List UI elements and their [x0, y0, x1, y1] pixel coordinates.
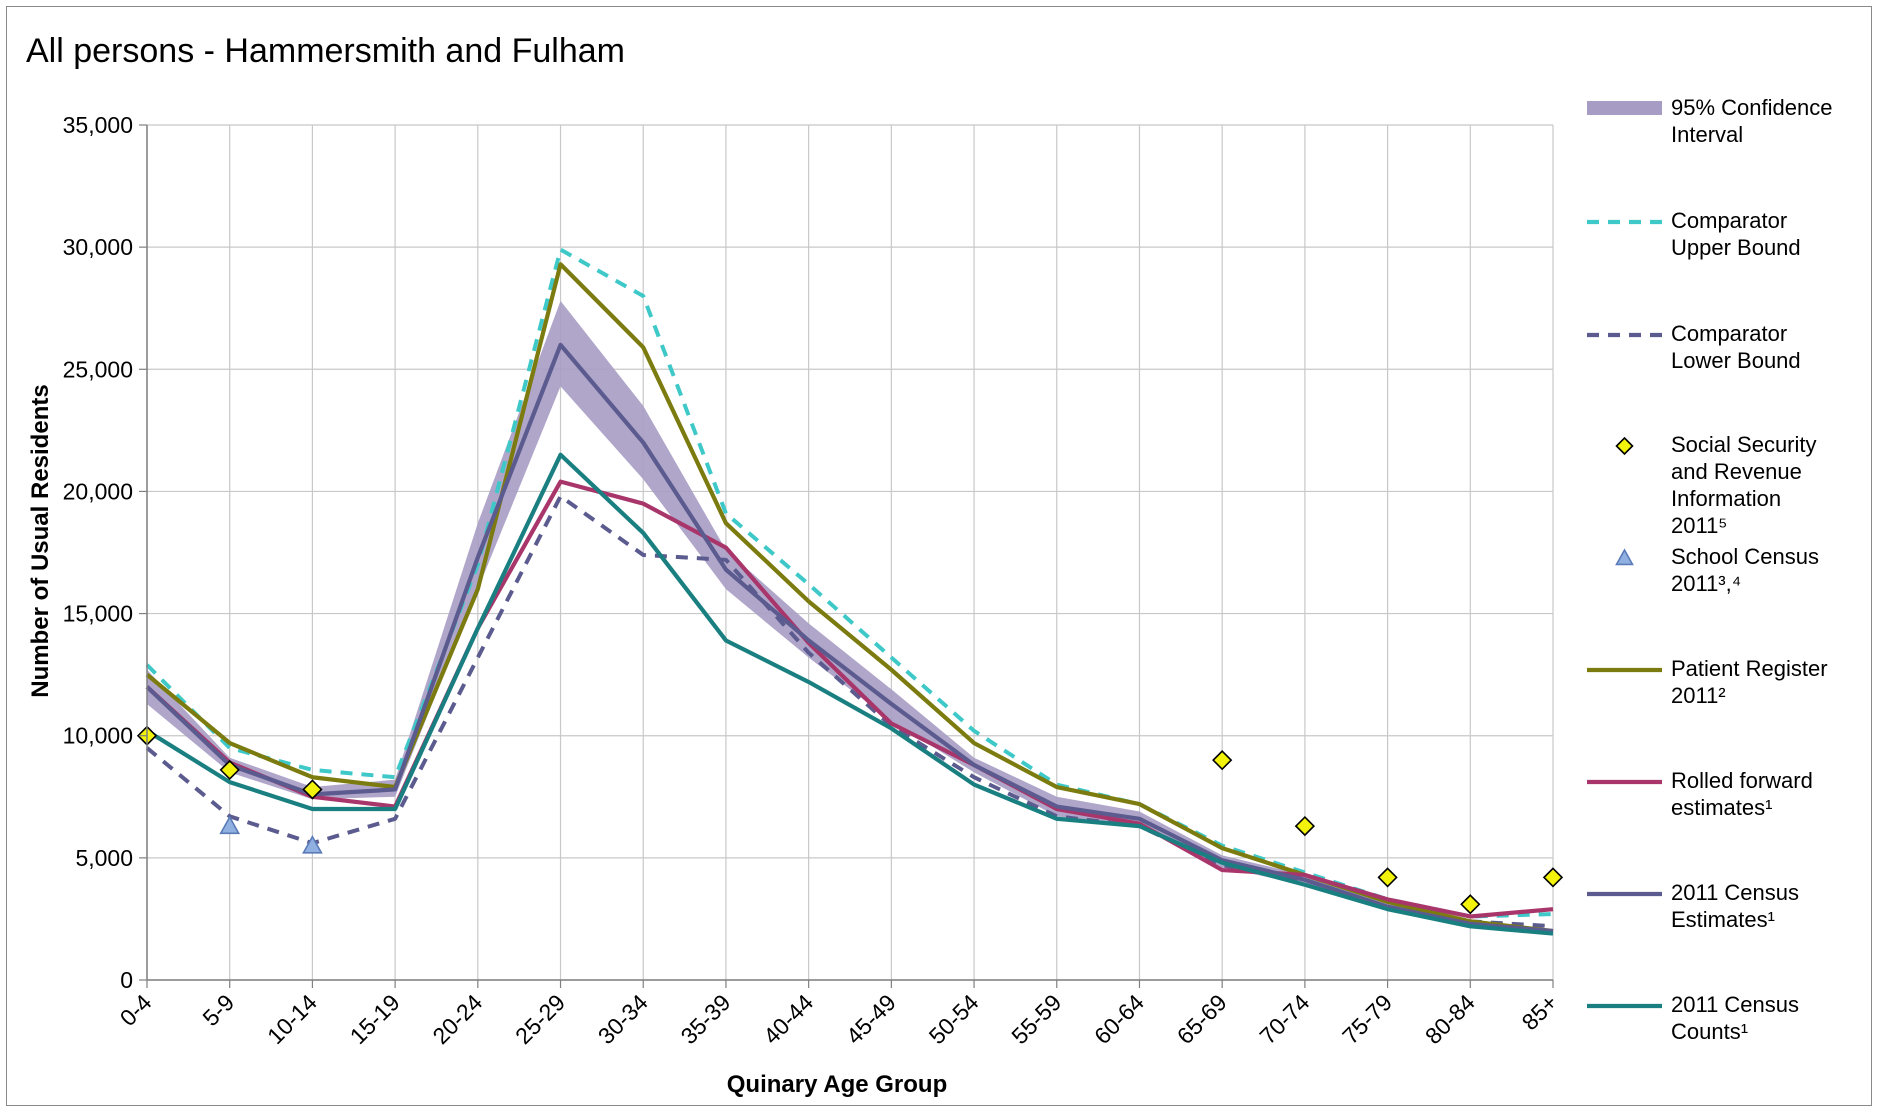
x-tick-label: 45-49	[841, 989, 901, 1049]
marker-diamond	[1460, 894, 1481, 915]
x-tick-label: 30-34	[593, 989, 653, 1049]
legend-label: School Census	[1671, 544, 1819, 569]
y-tick-label: 10,000	[63, 723, 133, 749]
x-tick-label: 70-74	[1254, 989, 1314, 1049]
legend-swatch-triangle	[1615, 548, 1634, 566]
series-line-2011-census-estimates	[145, 342, 1554, 934]
gridlines	[146, 124, 1554, 981]
series-layer	[145, 247, 1554, 936]
series-line-2011-census-counts	[145, 452, 1554, 936]
marker-diamond	[219, 759, 240, 781]
legend-label: Interval	[1671, 122, 1743, 147]
marker-triangle	[302, 834, 323, 854]
legend-label: 2011 Census	[1671, 880, 1799, 905]
legend-label: estimates¹	[1671, 795, 1772, 820]
axes: 0 5,000 10,000 15,000 20,000 25,000 30,000 35,0…	[63, 112, 1563, 1049]
legend-label: 2011 Census	[1671, 992, 1799, 1017]
series-line-comparator-upper-bound	[145, 247, 1554, 919]
chart-title: All persons - Hammersmith and Fulham	[26, 32, 625, 70]
x-tick-label: 80-84	[1420, 989, 1480, 1049]
marker-diamond	[302, 779, 323, 800]
y-tick-label: 0	[120, 967, 133, 993]
legend-label: Counts¹	[1671, 1019, 1748, 1044]
x-tick-label: 0-4	[115, 989, 157, 1031]
marker-diamond	[1377, 867, 1398, 888]
marker-diamond	[1542, 867, 1564, 888]
x-tick-label: 65-69	[1172, 989, 1232, 1049]
x-tick-label: 15-19	[345, 989, 405, 1049]
legend-label: Upper Bound	[1671, 235, 1801, 260]
legend-label: and Revenue	[1671, 459, 1802, 484]
legend-label: Comparator	[1671, 321, 1787, 346]
series-line-comparator-lower-bound	[145, 494, 1554, 929]
legend-label: Estimates¹	[1671, 907, 1775, 932]
x-tick-label: 60-64	[1089, 989, 1149, 1049]
y-axis-title: Number of Usual Residents	[27, 384, 54, 697]
y-tick-label: 5,000	[75, 845, 133, 871]
y-tick-label: 20,000	[63, 478, 133, 504]
legend-label: 95% Confidence	[1671, 95, 1832, 120]
y-tick-label: 25,000	[63, 356, 133, 382]
x-tick-label: 25-29	[510, 989, 570, 1049]
y-tick-label: 30,000	[63, 234, 133, 260]
marker-diamond	[1212, 750, 1233, 771]
x-tick-label: 50-54	[924, 989, 984, 1049]
legend-label: Lower Bound	[1671, 348, 1801, 373]
legend-label: Information	[1671, 486, 1781, 511]
legend-label: 2011⁵	[1671, 513, 1727, 538]
legend-label: Social Security	[1671, 432, 1817, 457]
x-tick-label: 20-24	[427, 989, 487, 1049]
marker-triangle	[219, 815, 241, 835]
x-tick-label: 40-44	[758, 989, 818, 1049]
x-tick-label: 35-39	[675, 989, 735, 1049]
legend-label: 2011²	[1671, 683, 1726, 708]
marker-layer	[136, 725, 1564, 915]
x-tick-label: 10-14	[262, 989, 322, 1049]
legend-label: Patient Register	[1671, 656, 1828, 681]
marker-diamond	[1294, 815, 1316, 837]
x-tick-label: 55-59	[1006, 989, 1066, 1049]
chart-frame	[6, 6, 1872, 1106]
x-tick-label: 85+	[1517, 989, 1563, 1035]
confidence-band-layer	[147, 300, 1553, 935]
y-tick-label: 35,000	[63, 112, 133, 138]
confidence-interval-band	[147, 300, 1553, 935]
x-axis-title: Quinary Age Group	[727, 1071, 947, 1098]
y-tick-label: 15,000	[63, 601, 133, 627]
x-tick-label: 75-79	[1337, 989, 1397, 1049]
legend-swatch-diamond	[1615, 436, 1634, 456]
legend-label: 2011³,⁴	[1671, 571, 1741, 596]
legend-label: Rolled forward	[1671, 768, 1813, 793]
x-tick-label: 5-9	[197, 989, 239, 1031]
legend-swatch-confidence-interval	[1587, 101, 1662, 115]
series-line-rolled-forward-estimates	[145, 479, 1554, 919]
legend-label: Comparator	[1671, 208, 1787, 233]
